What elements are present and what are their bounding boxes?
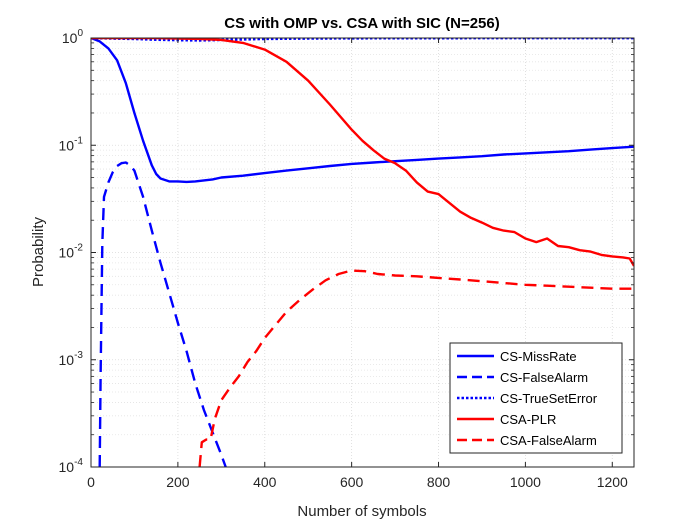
legend-box	[449, 342, 623, 454]
grid-minor	[91, 42, 634, 436]
y-tick-label: 100	[62, 28, 84, 46]
legend-label: CS-MissRate	[500, 349, 577, 364]
x-tick-label: 1200	[597, 474, 628, 490]
series-line-csa-falsealarm	[198, 269, 634, 467]
y-tick-label: 10-2	[59, 243, 84, 261]
y-tick-labels: 10-4 10-3 10-2 10-1 100	[59, 28, 84, 475]
x-tick-label: 1000	[510, 474, 541, 490]
x-axis-label: Number of symbols	[297, 503, 426, 520]
y-tick-label: 10-1	[59, 135, 84, 153]
x-tick-label: 0	[87, 474, 95, 490]
legend: CS-MissRate CS-FalseAlarm CS-TrueSetError C…	[449, 342, 623, 454]
y-axis-label: Probability	[30, 216, 47, 287]
legend-label: CSA-PLR	[500, 412, 556, 427]
x-tick-label: 600	[340, 474, 364, 490]
x-tick-label: 400	[253, 474, 277, 490]
ticks	[90, 37, 634, 468]
chart-title: CS with OMP vs. CSA with SIC (N=256)	[224, 15, 499, 32]
legend-label: CS-FalseAlarm	[500, 370, 588, 385]
series-line-cs-falsealarm	[98, 161, 227, 467]
x-tick-label: 200	[166, 474, 190, 490]
y-tick-label: 10-4	[59, 457, 84, 475]
series-line-cs-missrate	[91, 38, 634, 184]
legend-label: CS-TrueSetError	[500, 391, 598, 406]
legend-label: CSA-FalseAlarm	[500, 433, 597, 448]
series-line-csa-plr	[91, 38, 634, 267]
x-tick-labels: 0 200 400 600 800 1000 1200	[87, 474, 628, 490]
x-tick-label: 800	[427, 474, 451, 490]
y-tick-label: 10-3	[59, 350, 84, 368]
